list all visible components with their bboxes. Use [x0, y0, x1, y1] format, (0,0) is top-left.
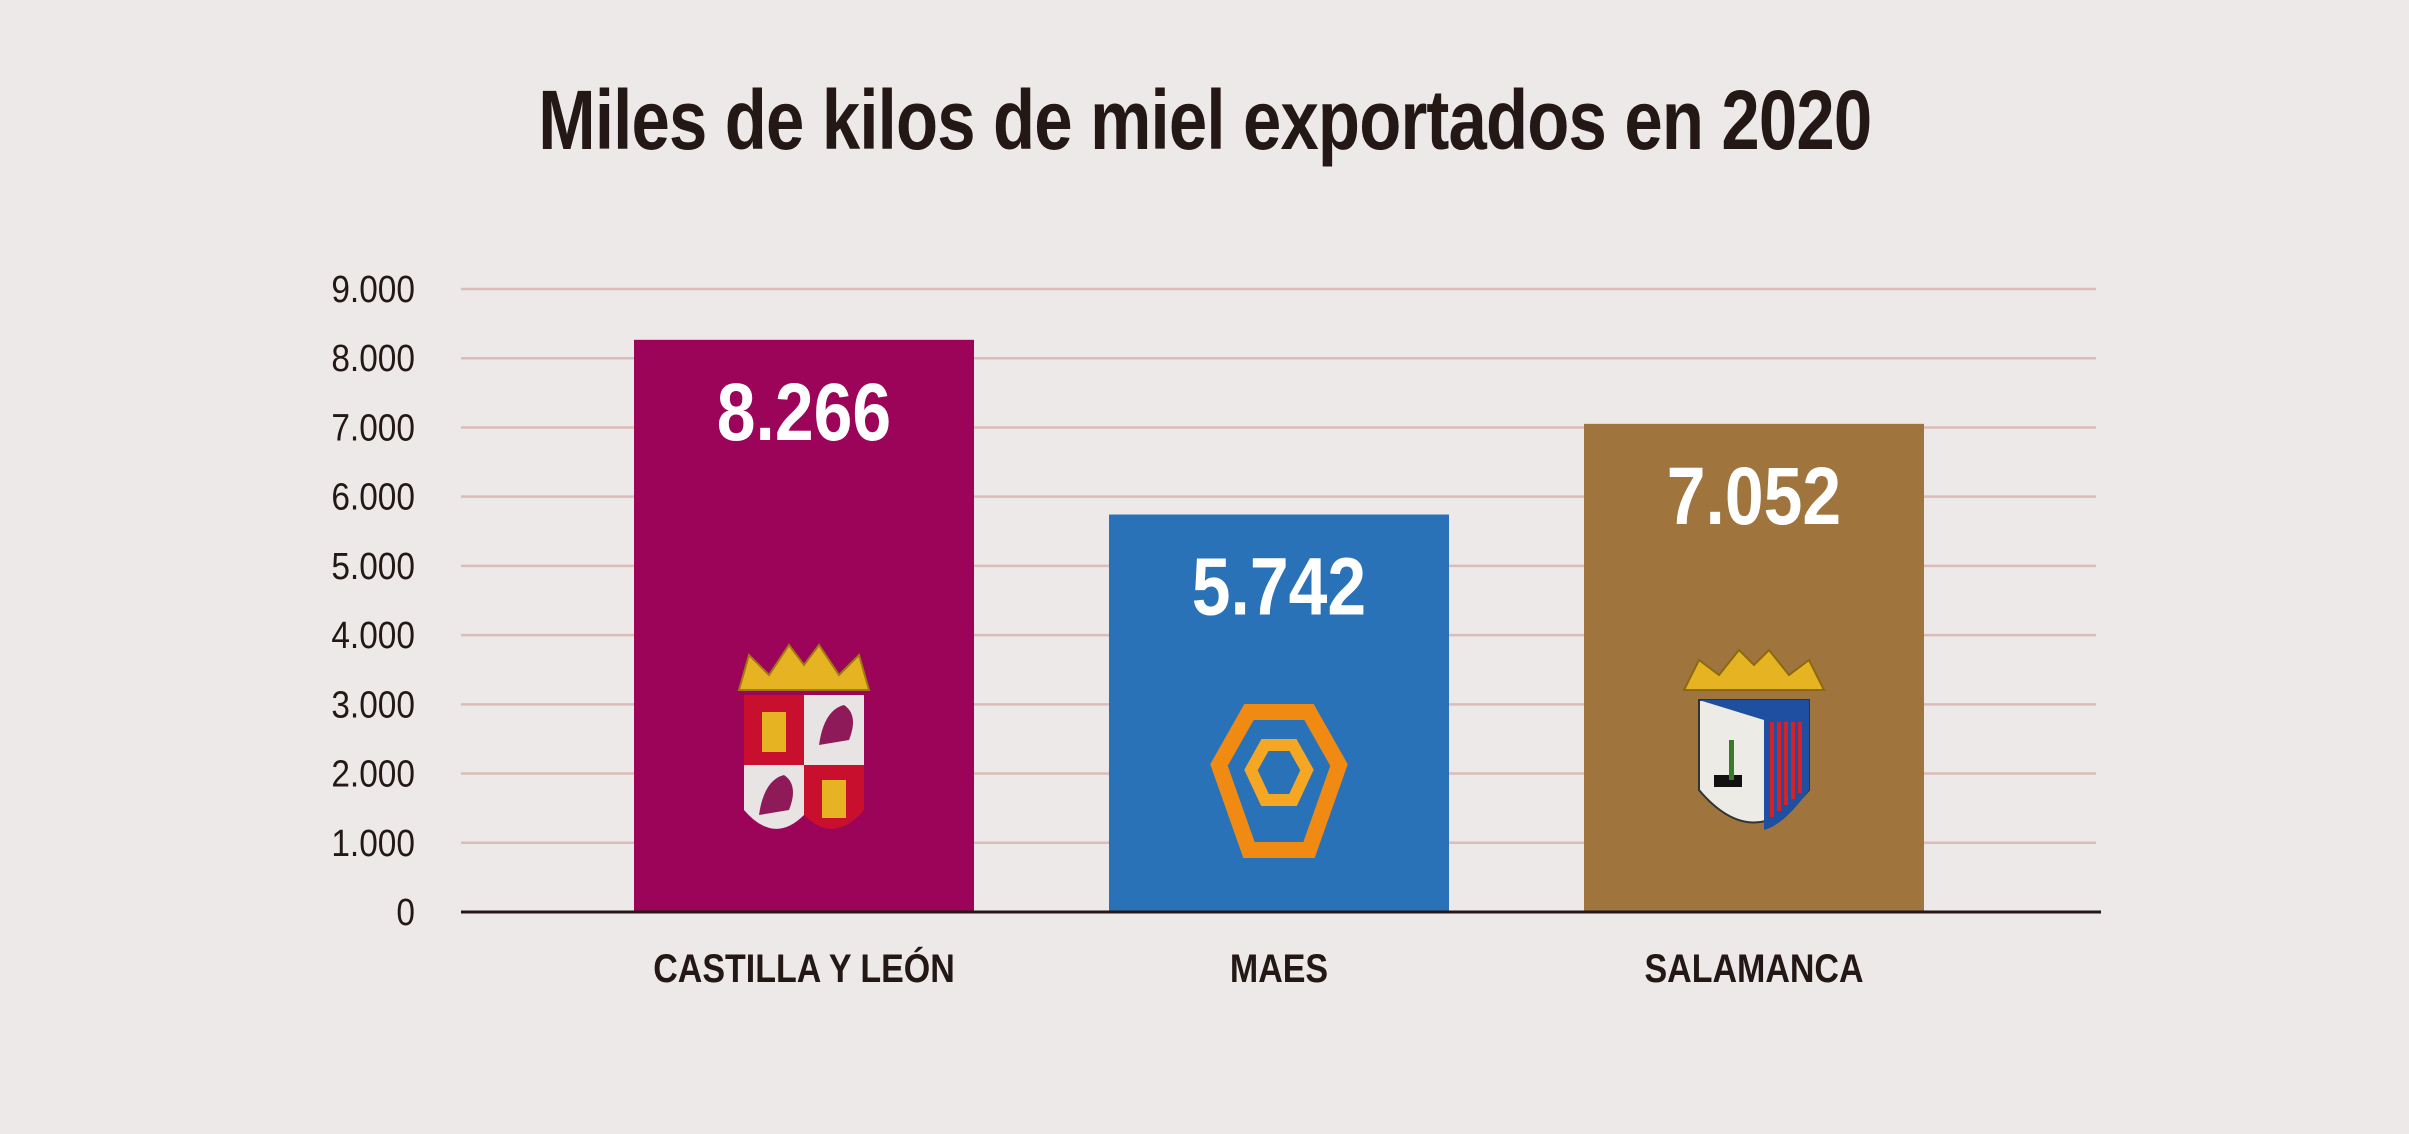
y-tick-label: 5.000: [331, 545, 415, 587]
bar-value-label: 5.742: [1192, 541, 1366, 633]
salamanca-coat-of-arms-icon: [1682, 648, 1826, 830]
y-tick-label: 7.000: [331, 406, 415, 448]
chart-title-text: Miles de kilos de miel exportados en 202…: [537, 73, 1872, 167]
category-label: CASTILLA Y LEÓN: [653, 945, 955, 990]
chart-title: Miles de kilos de miel exportados en 202…: [0, 72, 2409, 169]
y-tick-label: 1.000: [331, 822, 415, 864]
bar: [634, 339, 974, 913]
y-tick-label: 8.000: [331, 337, 415, 379]
category-label: MAES: [1230, 945, 1328, 990]
y-tick-label: 0: [396, 891, 415, 933]
y-tick-label: 6.000: [331, 476, 415, 518]
y-tick-label: 4.000: [331, 614, 415, 656]
maes-hexagon-logo-icon: [1210, 704, 1348, 858]
y-tick-label: 2.000: [331, 753, 415, 795]
bar-value-label: 7.052: [1667, 451, 1841, 543]
category-label: SALAMANCA: [1644, 945, 1863, 990]
bar-value-label: 8.266: [717, 367, 891, 459]
y-tick-label: 3.000: [331, 683, 415, 725]
y-tick-label: 9.000: [331, 268, 415, 310]
castilla-leon-coat-of-arms-icon: [737, 643, 871, 829]
